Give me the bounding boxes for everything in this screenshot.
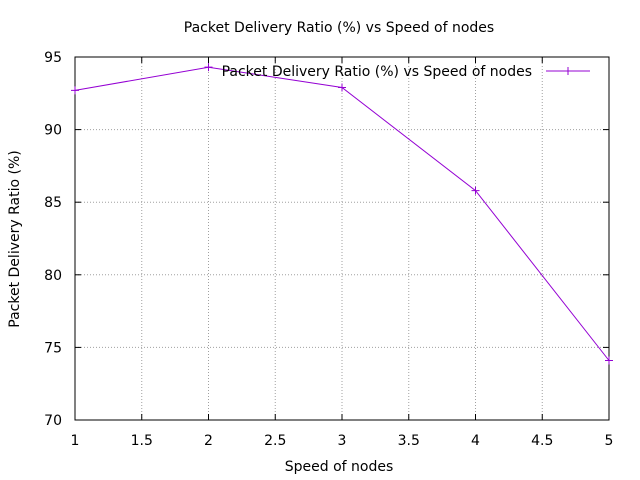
- data-point: [605, 356, 613, 365]
- x-tick-label: 2.5: [264, 433, 286, 449]
- x-tick-label: 3.5: [398, 433, 420, 449]
- x-tick-label: 3: [338, 433, 347, 449]
- ticks: 1 1.5 2 2.5 3 3.5 4 4.5 5 70 75 80 85 90 95: [44, 50, 613, 449]
- data-point: [471, 186, 480, 195]
- x-tick-label: 2: [204, 433, 213, 449]
- y-tick-label: 90: [44, 123, 62, 139]
- y-tick-label: 85: [44, 195, 62, 211]
- grid: [75, 57, 609, 420]
- data-point: [71, 86, 79, 95]
- series-group: [71, 63, 613, 365]
- legend-label: Packet Delivery Ratio (%) vs Speed of no…: [222, 64, 532, 80]
- x-tick-label: 4.5: [531, 433, 553, 449]
- chart-title: Packet Delivery Ratio (%) vs Speed of no…: [184, 20, 494, 36]
- x-tick-label: 4: [471, 433, 480, 449]
- y-tick-label: 80: [44, 268, 62, 284]
- legend-marker: [564, 67, 572, 75]
- y-axis-label: Packet Delivery Ratio (%): [7, 150, 23, 327]
- data-point: [338, 83, 346, 92]
- x-tick-label: 1: [71, 433, 80, 449]
- x-tick-label: 1.5: [131, 433, 153, 449]
- x-axis-label: Speed of nodes: [285, 459, 394, 475]
- legend: Packet Delivery Ratio (%) vs Speed of no…: [222, 64, 590, 80]
- x-tick-label: 5: [605, 433, 614, 449]
- y-tick-label: 75: [44, 340, 62, 356]
- y-tick-label: 70: [44, 413, 62, 429]
- y-tick-label: 95: [44, 50, 62, 66]
- data-point: [204, 63, 213, 72]
